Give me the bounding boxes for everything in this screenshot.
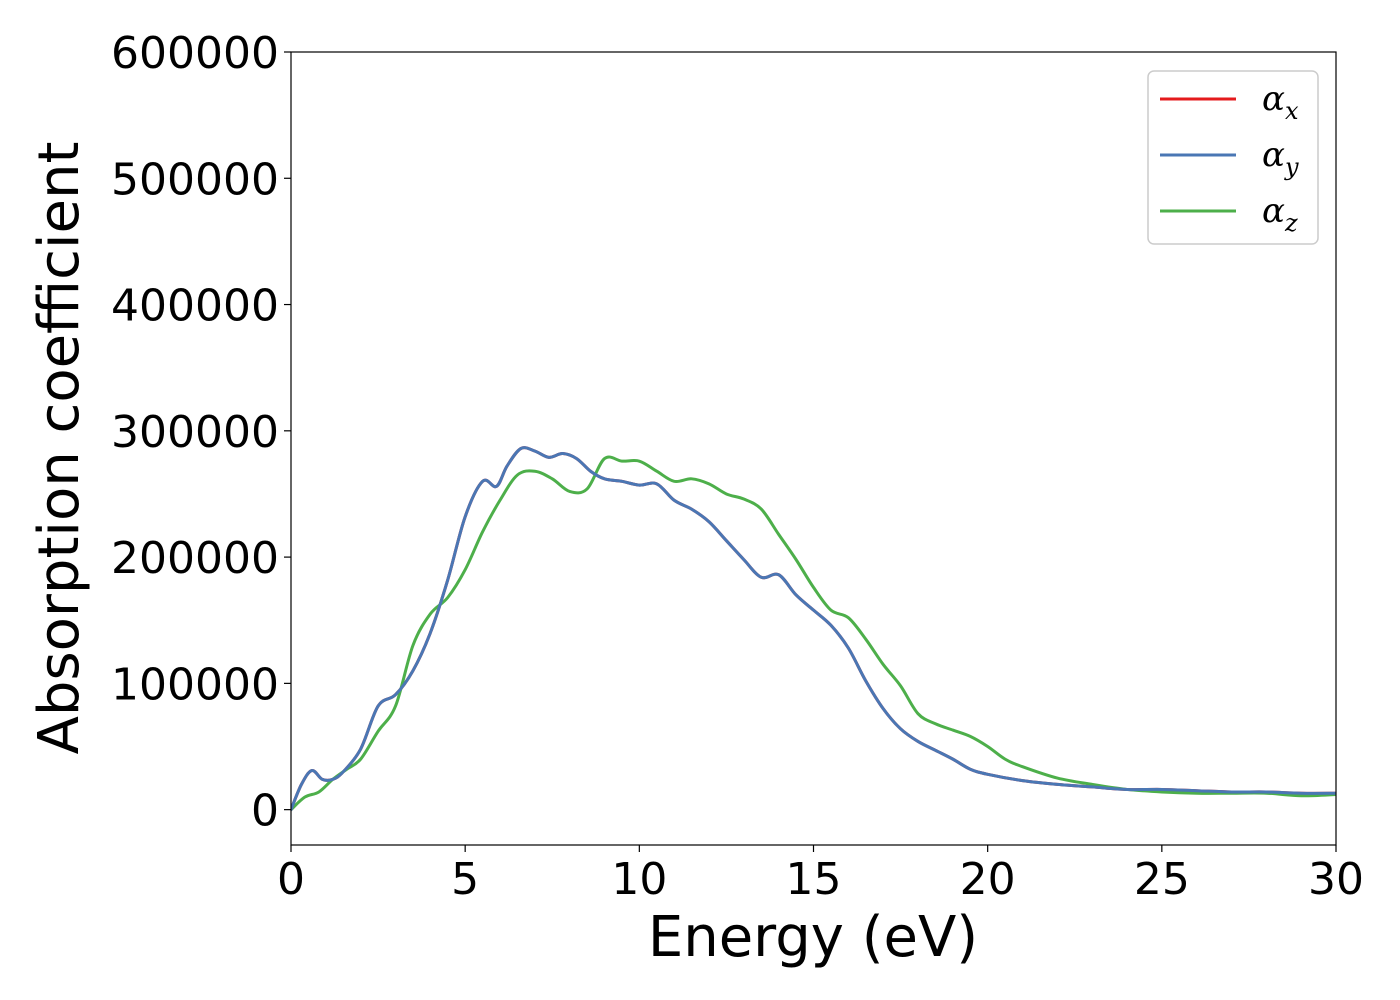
x-tick-label: 5 (451, 854, 479, 905)
x-tick-label: 25 (1134, 854, 1190, 905)
x-tick-label: 30 (1308, 854, 1364, 905)
y-tick-label: 400000 (111, 281, 279, 332)
series-line-y (291, 446, 1336, 812)
x-axis-ticks: 0 5 10 15 20 25 30 (277, 845, 1364, 905)
y-axis-ticks: 0 100000 200000 300000 400000 500000 600000 (111, 28, 291, 837)
x-tick-label: 20 (960, 854, 1016, 905)
x-axis-title: Energy (eV) (648, 905, 978, 970)
legend-label-y: αy (1262, 135, 1299, 181)
y-tick-label: 0 (251, 786, 279, 837)
y-tick-label: 300000 (111, 407, 279, 458)
x-tick-label: 15 (786, 854, 842, 905)
y-tick-label: 600000 (111, 28, 279, 79)
series-line-x (291, 446, 1336, 812)
series-layer (291, 446, 1336, 812)
legend: αx αy αz (1147, 70, 1319, 245)
x-tick-label: 10 (611, 854, 667, 905)
series-line-z (291, 455, 1336, 812)
legend-label-x: αx (1262, 79, 1299, 125)
y-axis-title: Absorption coefficient (27, 142, 92, 755)
legend-box (1147, 70, 1319, 245)
y-tick-label: 500000 (111, 154, 279, 205)
y-tick-label: 200000 (111, 533, 279, 584)
y-tick-label: 100000 (111, 659, 279, 710)
legend-label-z: αz (1262, 191, 1298, 237)
x-tick-label: 0 (277, 854, 305, 905)
